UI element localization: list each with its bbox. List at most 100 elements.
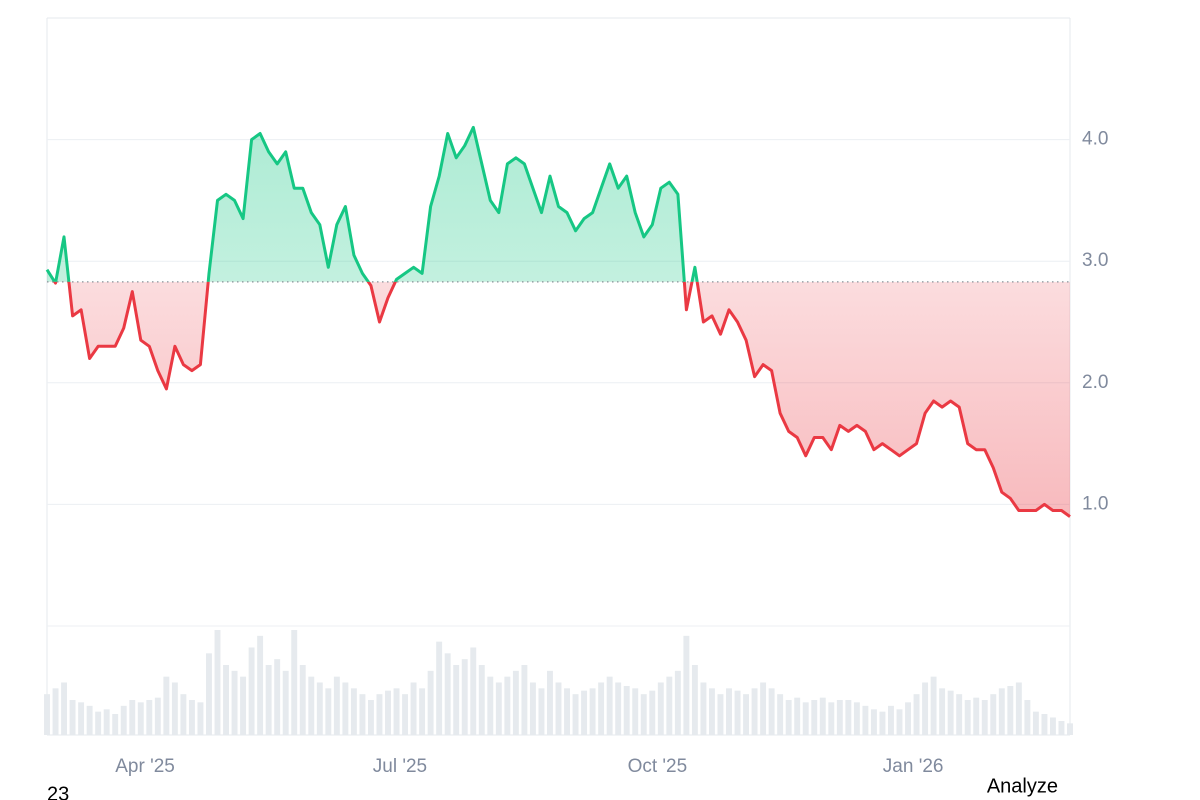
volume-bar xyxy=(529,682,536,735)
volume-bar xyxy=(939,688,946,735)
volume-bar xyxy=(845,700,852,735)
volume-bar xyxy=(44,694,50,735)
y-tick-label: 4.0 xyxy=(1082,129,1108,150)
volume-bar xyxy=(299,665,306,735)
volume-bar xyxy=(922,682,929,735)
volume-bar xyxy=(802,702,809,735)
volume-bar xyxy=(316,682,323,735)
volume-bar xyxy=(342,682,349,735)
volume-bar xyxy=(95,711,102,735)
volume-bar xyxy=(61,682,68,735)
volume-bar xyxy=(154,697,161,735)
footer-text: 23 xyxy=(47,783,69,800)
y-tick-label: 1.0 xyxy=(1082,493,1108,514)
volume-bar xyxy=(1015,682,1022,735)
volume-bar xyxy=(419,688,426,735)
volume-bar xyxy=(674,670,681,735)
volume-bar xyxy=(1041,714,1048,735)
volume-bar xyxy=(657,682,664,735)
volume-bar xyxy=(487,676,494,735)
volume-bar xyxy=(78,702,85,735)
volume-bar xyxy=(981,700,988,735)
volume-bar xyxy=(367,700,374,735)
volume-bar xyxy=(512,670,519,735)
volume-bar xyxy=(734,690,741,735)
volume-bar xyxy=(589,688,596,735)
y-tick-label: 3.0 xyxy=(1082,250,1108,271)
volume-bar xyxy=(265,665,272,735)
volume-bar xyxy=(640,694,647,735)
volume-bar xyxy=(240,676,247,735)
volume-bar xyxy=(504,676,511,735)
line-above xyxy=(45,125,699,282)
volume-bar xyxy=(231,670,238,735)
volume-bar xyxy=(257,635,264,735)
volume-bar xyxy=(1049,717,1056,735)
volume-bar xyxy=(666,676,673,735)
volume-bar xyxy=(990,694,997,735)
volume-bar xyxy=(1067,723,1073,735)
volume-bar xyxy=(333,676,340,735)
volume-bar xyxy=(606,676,613,735)
volume-bar xyxy=(120,705,127,735)
volume-bar xyxy=(137,702,144,735)
volume-bar xyxy=(572,694,579,735)
volume-bar xyxy=(564,688,570,735)
volume-bar xyxy=(751,688,758,735)
volume-bar xyxy=(248,647,255,735)
volume-bar xyxy=(214,630,221,735)
volume-bar xyxy=(708,688,715,735)
volume-bar xyxy=(547,670,553,735)
volume-bar xyxy=(768,688,775,735)
volume-bar xyxy=(402,694,409,735)
volume-bar xyxy=(581,690,588,735)
volume-bar xyxy=(103,709,110,735)
volume-bar xyxy=(726,688,732,735)
volume-bar xyxy=(785,700,792,735)
volume-bar xyxy=(223,665,229,735)
x-tick-label: Oct '25 xyxy=(628,756,688,777)
volume-bar xyxy=(350,688,357,735)
volume-bar xyxy=(862,705,869,735)
volume-bar xyxy=(700,682,707,735)
volume-bar xyxy=(538,688,545,735)
volume-bar xyxy=(461,659,468,735)
volume-bar xyxy=(86,705,93,735)
volume-bar xyxy=(683,635,690,735)
y-tick-label: 2.0 xyxy=(1082,372,1108,393)
volume-bar xyxy=(623,686,630,735)
volume-bar xyxy=(930,676,937,735)
volume-bar xyxy=(376,694,383,735)
volume-bar xyxy=(1032,711,1039,735)
volume-bar xyxy=(163,676,170,735)
volume-bar xyxy=(870,709,877,735)
analyze-button[interactable]: Analyze xyxy=(987,775,1058,797)
volume-bar xyxy=(896,709,903,735)
volume-bar xyxy=(521,665,528,735)
volume-bar xyxy=(325,688,332,735)
volume-bar xyxy=(836,700,843,735)
volume-bar xyxy=(1024,700,1031,735)
volume-bar xyxy=(760,682,767,735)
volume-bar xyxy=(964,700,971,735)
volume-bar xyxy=(615,682,622,735)
x-tick-label: Jan '26 xyxy=(883,756,944,777)
volume-bar xyxy=(691,665,698,735)
volume-bar xyxy=(495,682,502,735)
volume-bar xyxy=(69,700,76,735)
volume-bar xyxy=(998,688,1005,735)
volume-bar xyxy=(470,647,477,735)
volume-bar xyxy=(146,700,153,735)
volume-bar xyxy=(632,688,639,735)
volume-bar xyxy=(444,653,451,735)
x-tick-label: Jul '25 xyxy=(373,756,427,777)
volume-bar xyxy=(819,697,826,735)
volume-bar xyxy=(393,688,400,735)
volume-bar xyxy=(828,702,835,735)
volume-bar xyxy=(888,705,894,735)
volume-bar xyxy=(427,670,434,735)
volume-bar xyxy=(913,694,920,735)
volume-bar xyxy=(188,700,195,735)
volume-bar xyxy=(197,702,204,735)
volume-bar xyxy=(879,711,886,735)
